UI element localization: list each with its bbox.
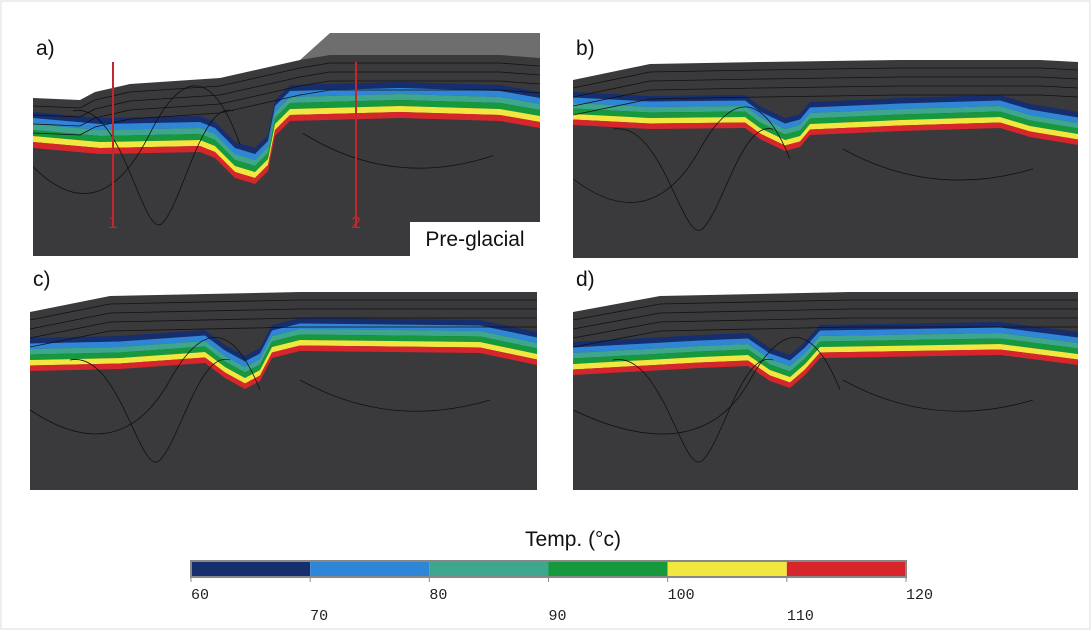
horizon-line: [30, 326, 537, 348]
section: [573, 60, 1078, 258]
section: [573, 292, 1078, 490]
colorbar-tick-label: 80: [429, 587, 447, 604]
colorbar: 60 70 80 90 100 110 120: [190, 560, 933, 625]
temperature-band: [30, 318, 537, 362]
panel: c): [30, 268, 537, 490]
ice-sheet: [300, 33, 540, 60]
colorbar-segment: [786, 561, 906, 577]
colorbar-tick-label: 100: [668, 587, 695, 604]
structure-line: [69, 358, 231, 463]
temperature-band: [573, 103, 1078, 135]
horizon-line: [573, 299, 1078, 321]
temperature-band: [30, 340, 537, 384]
temperature-band: [573, 97, 1078, 129]
colorbar-tick-label: 70: [310, 608, 328, 625]
structure-line: [573, 337, 841, 435]
colorbar-tick-label: 110: [787, 608, 814, 625]
panels: a) 1 2 Pre-glacial b) c) d): [30, 33, 1078, 490]
structure-line: [573, 106, 791, 203]
temperature-band: [33, 82, 540, 154]
panel-label: b): [576, 37, 595, 60]
structure-line: [842, 379, 1034, 412]
panel-body: [30, 292, 537, 490]
horizon-line: [33, 80, 540, 127]
panel-body: [33, 33, 540, 256]
temperature-band: [33, 94, 540, 166]
temperature-band: [573, 333, 1078, 372]
colorbar-tick-label: 90: [549, 608, 567, 625]
horizon-line: [573, 85, 1078, 107]
panel: b): [573, 37, 1078, 258]
horizon-line: [573, 94, 1078, 116]
temperature-band: [573, 327, 1078, 366]
structure-line: [299, 379, 491, 412]
structure-line: [302, 133, 494, 169]
structure-line: [33, 85, 241, 194]
colorbar-segment: [310, 561, 430, 577]
horizon-line: [30, 308, 537, 330]
temperature-band: [30, 334, 537, 378]
panel-label: a): [36, 37, 55, 60]
annotation-box: [410, 222, 540, 256]
colorbar-title: Temp. (°c): [525, 528, 621, 551]
horizon-line: [573, 317, 1078, 339]
well-label: 1: [108, 213, 117, 232]
temperature-band: [33, 106, 540, 178]
panel-body: [573, 292, 1078, 490]
temperature-band: [573, 344, 1078, 383]
horizon-line: [30, 299, 537, 321]
temperature-band: [573, 349, 1078, 388]
temperature-band: [573, 119, 1078, 151]
colorbar-tick-label: 120: [906, 587, 933, 604]
horizon-line: [573, 76, 1078, 98]
well-label: 2: [351, 213, 360, 232]
structure-line: [30, 337, 261, 435]
temperature-band: [573, 114, 1078, 146]
structure-line: [612, 128, 774, 231]
temperature-band: [30, 345, 537, 389]
temperature-band: [573, 108, 1078, 140]
colorbar-segment: [191, 561, 311, 577]
panel-label: c): [33, 268, 51, 291]
temperature-band: [573, 322, 1078, 361]
horizon-line: [33, 62, 540, 109]
panel: a) 1 2 Pre-glacial: [33, 33, 540, 256]
panel-body: [573, 60, 1078, 258]
colorbar-segment: [667, 561, 787, 577]
temperature-band: [30, 323, 537, 367]
temperature-band: [33, 100, 540, 172]
panel: d): [573, 268, 1078, 490]
panel-label: d): [576, 268, 595, 291]
annotation: Pre-glacial: [425, 228, 524, 251]
colorbar-segment: [429, 561, 549, 577]
temperature-band: [30, 329, 537, 373]
structure-line: [612, 358, 774, 463]
temperature-band: [33, 112, 540, 184]
colorbar-segment: [548, 561, 668, 577]
horizon-line: [573, 308, 1078, 330]
temperature-band: [573, 92, 1078, 124]
colorbar-tick-label: 60: [191, 587, 209, 604]
horizon-line: [573, 67, 1078, 89]
horizon-line: [30, 317, 537, 339]
structure-line: [842, 148, 1034, 181]
structure-line: [72, 109, 234, 226]
temperature-band: [573, 338, 1078, 377]
temperature-band: [33, 88, 540, 160]
horizon-line: [33, 71, 540, 118]
horizon-line: [573, 326, 1078, 348]
